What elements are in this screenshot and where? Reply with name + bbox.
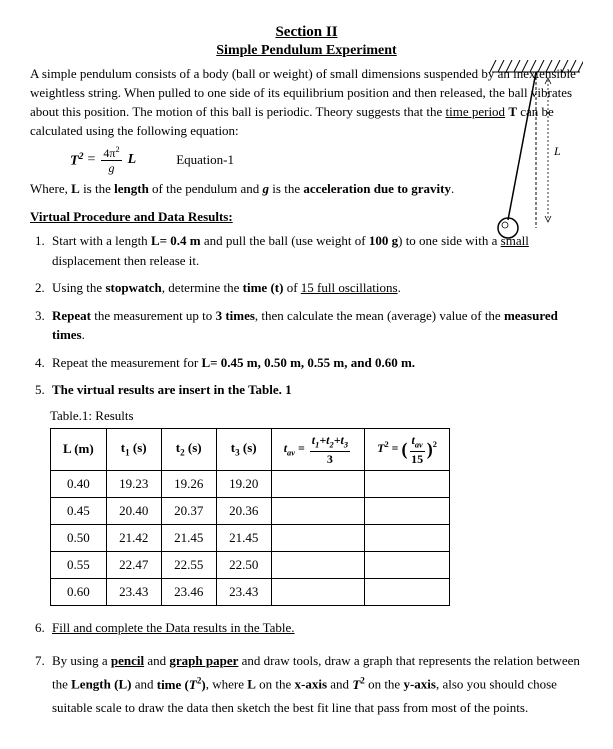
diagram-label-L: L bbox=[553, 144, 561, 158]
document-page: Section II Simple Pendulum Experiment A … bbox=[0, 0, 613, 749]
equation-label: Equation-1 bbox=[176, 152, 234, 168]
col-L: L (m) bbox=[51, 428, 107, 470]
eq-lhs: T2 bbox=[70, 151, 83, 170]
col-t1: t1 (s) bbox=[106, 428, 161, 470]
step-2: Using the stopwatch, determine the time … bbox=[48, 278, 583, 298]
table-row: 0.55 22.47 22.55 22.50 bbox=[51, 551, 450, 578]
step-7: By using a pencil and graph paper and dr… bbox=[48, 649, 583, 720]
table-row: 0.60 23.43 23.46 23.43 bbox=[51, 578, 450, 605]
step-6: Fill and complete the Data results in th… bbox=[48, 616, 583, 639]
step-3: Repeat the measurement up to 3 times, th… bbox=[48, 306, 583, 345]
step-5: The virtual results are insert in the Ta… bbox=[48, 380, 583, 400]
table-row: 0.40 19.23 19.26 19.20 bbox=[51, 470, 450, 497]
subtitle: Simple Pendulum Experiment bbox=[30, 43, 583, 59]
table-row: 0.45 20.40 20.37 20.36 bbox=[51, 497, 450, 524]
table-header-row: L (m) t1 (s) t2 (s) t3 (s) tav = t1+t2+t… bbox=[51, 428, 450, 470]
col-t3: t3 (s) bbox=[216, 428, 271, 470]
table-row: 0.50 21.42 21.45 21.45 bbox=[51, 524, 450, 551]
pendulum-diagram: L bbox=[488, 60, 583, 250]
col-tav: tav = t1+t2+t33 bbox=[271, 428, 364, 470]
table-body: 0.40 19.23 19.26 19.20 0.45 20.40 20.37 … bbox=[51, 470, 450, 605]
col-T2: T2 = (tav15)2 bbox=[365, 428, 450, 470]
eq-L: L bbox=[128, 152, 137, 168]
procedure-steps: Start with a length L= 0.4 m and pull th… bbox=[48, 231, 583, 400]
pendulum-svg: L bbox=[488, 60, 583, 250]
step-4: Repeat the measurement for L= 0.45 m, 0.… bbox=[48, 353, 583, 373]
results-table: L (m) t1 (s) t2 (s) t3 (s) tav = t1+t2+t… bbox=[50, 428, 450, 606]
section-title: Section II bbox=[30, 24, 583, 41]
table-caption: Table.1: Results bbox=[50, 408, 583, 424]
eq-fraction: 4π2 g bbox=[101, 146, 121, 174]
col-t2: t2 (s) bbox=[161, 428, 216, 470]
lower-steps: Fill and complete the Data results in th… bbox=[48, 616, 583, 720]
